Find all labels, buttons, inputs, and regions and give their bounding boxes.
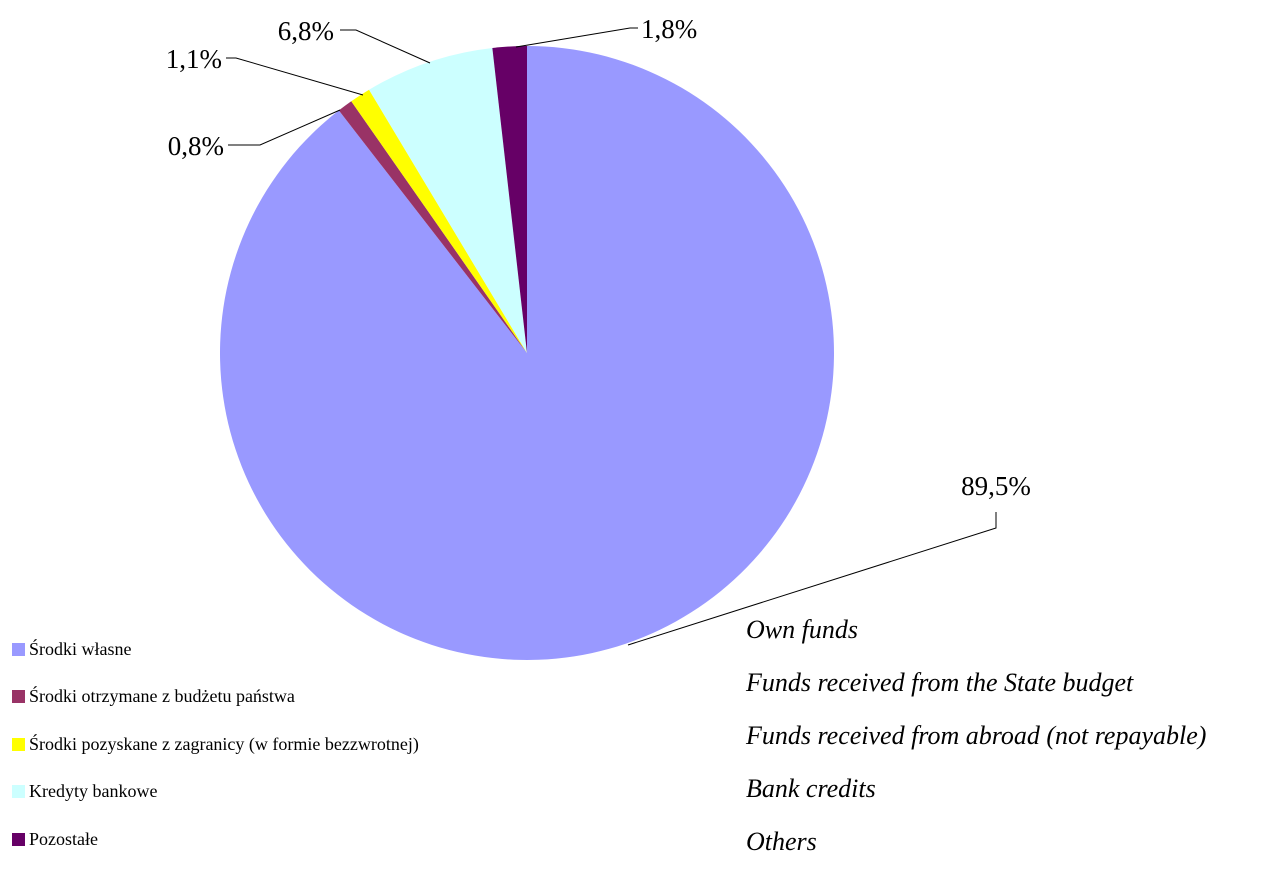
legend-swatch (12, 785, 25, 798)
pie-slice-1 (219, 46, 834, 661)
legend-label: Środki pozyskane z zagranicy (w formie b… (29, 733, 419, 754)
data-label-4: 6,8% (278, 16, 334, 46)
legend: Środki własne Środki otrzymane z budżetu … (12, 637, 419, 875)
pie-slice-5 (492, 46, 527, 353)
legend-item-1: Środki własne (12, 637, 419, 661)
leader-line-5 (515, 27, 638, 48)
pie-slice-4 (369, 47, 527, 354)
legend-swatch (12, 832, 25, 846)
legend-swatch (12, 737, 25, 751)
pie-chart: 89,5% 0,8% 1,1% 6,8% 1,8% (166, 14, 1031, 661)
legend-translation-4: Bank credits (746, 774, 876, 803)
legend-swatch (12, 642, 25, 656)
pie-slice-3 (351, 89, 527, 354)
legend-label: Środki własne (29, 638, 132, 659)
data-label-1: 89,5% (961, 471, 1031, 501)
legend-item-2: Środki otrzymane z budżetu państwa (12, 685, 419, 709)
data-label-2: 0,8% (168, 131, 224, 161)
data-labels: 89,5% 0,8% 1,1% 6,8% 1,8% (166, 14, 1031, 501)
leader-lines (226, 27, 997, 646)
data-label-3: 1,1% (166, 44, 222, 74)
legend-translation-1: Own funds (746, 615, 858, 644)
data-label-5: 1,8% (641, 14, 697, 44)
pie-slice-2 (338, 101, 527, 354)
legend-translation-5: Others (746, 827, 817, 856)
leader-line-1 (627, 512, 997, 646)
legend-item-4: Kredyty bankowe (12, 780, 419, 804)
legend-translation-3: Funds received from abroad (not repayabl… (746, 721, 1207, 750)
legend-translation-2: Funds received from the State budget (746, 668, 1134, 697)
legend-label: Środki otrzymane z budżetu państwa (29, 686, 295, 706)
leader-line-4 (340, 29, 431, 64)
legend-label: Kredyty bankowe (29, 781, 158, 801)
legend-swatch (12, 690, 25, 703)
legend-item-3: Środki pozyskane z zagranicy (w formie b… (12, 732, 419, 756)
legend-translations: Own funds Funds received from the State b… (746, 610, 1206, 875)
leader-line-2 (228, 109, 341, 146)
leader-line-3 (226, 57, 364, 96)
legend-item-5: Pozostałe (12, 827, 419, 851)
legend-label: Pozostałe (29, 828, 98, 849)
pie-slices (219, 46, 834, 661)
